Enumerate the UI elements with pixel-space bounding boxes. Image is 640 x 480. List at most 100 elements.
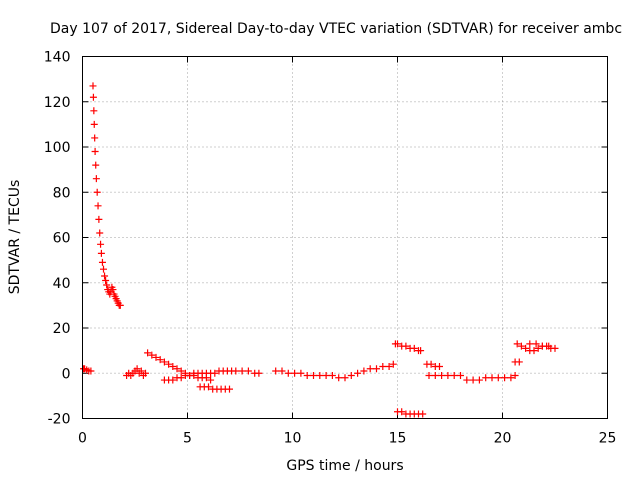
data-point bbox=[144, 349, 152, 357]
y-tick-label: 0 bbox=[62, 366, 71, 382]
data-point bbox=[389, 360, 397, 368]
data-point bbox=[354, 369, 362, 377]
data-point bbox=[545, 342, 553, 350]
data-point bbox=[501, 374, 509, 382]
data-point bbox=[97, 249, 105, 257]
data-point bbox=[379, 362, 387, 370]
chart-title: Day 107 of 2017, Sidereal Day-to-day VTE… bbox=[50, 21, 622, 37]
data-point bbox=[91, 134, 99, 142]
data-point bbox=[137, 367, 145, 375]
x-tick-label: 25 bbox=[599, 431, 617, 447]
y-tick-label: 80 bbox=[53, 185, 71, 201]
data-point bbox=[394, 340, 401, 348]
data-point bbox=[255, 369, 263, 377]
data-point bbox=[530, 347, 538, 355]
data-point bbox=[402, 342, 410, 350]
data-point bbox=[427, 360, 435, 368]
data-point bbox=[92, 161, 100, 169]
data-point bbox=[169, 376, 177, 384]
data-point bbox=[278, 367, 286, 375]
data-point bbox=[438, 372, 446, 380]
data-point bbox=[488, 374, 496, 382]
data-point bbox=[89, 82, 97, 90]
y-tick-label: 20 bbox=[53, 321, 71, 337]
data-point bbox=[419, 410, 427, 418]
y-tick-label: 140 bbox=[44, 50, 71, 66]
data-point bbox=[494, 374, 502, 382]
data-point bbox=[515, 358, 523, 366]
data-point bbox=[513, 340, 521, 348]
data-point bbox=[205, 383, 212, 391]
data-point bbox=[511, 372, 519, 380]
data-point bbox=[102, 276, 110, 284]
data-point bbox=[93, 188, 101, 196]
data-point bbox=[101, 272, 109, 280]
data-point bbox=[444, 372, 452, 380]
data-point bbox=[410, 344, 418, 352]
data-point bbox=[97, 240, 105, 248]
data-point bbox=[310, 372, 317, 380]
data-point bbox=[284, 369, 292, 377]
x-tick-label: 10 bbox=[284, 431, 302, 447]
data-point bbox=[297, 369, 305, 377]
y-tick-label: 60 bbox=[53, 231, 71, 247]
data-point bbox=[450, 372, 458, 380]
y-axis-label: SDTVAR / TECUs bbox=[7, 180, 23, 295]
data-point bbox=[92, 175, 100, 183]
data-point bbox=[522, 344, 530, 352]
data-point bbox=[90, 107, 98, 115]
data-point bbox=[165, 360, 173, 368]
data-point bbox=[431, 372, 439, 380]
data-point bbox=[211, 369, 219, 377]
data-point bbox=[152, 353, 160, 361]
data-point bbox=[373, 365, 380, 373]
data-point bbox=[272, 367, 280, 375]
data-point bbox=[91, 148, 99, 156]
data-point bbox=[347, 372, 355, 380]
data-point bbox=[551, 344, 559, 352]
data-point bbox=[475, 376, 483, 384]
data-point bbox=[173, 365, 181, 373]
y-tick-label: 120 bbox=[44, 95, 71, 111]
data-point bbox=[103, 281, 111, 289]
data-point bbox=[341, 374, 349, 382]
x-axis-label: GPS time / hours bbox=[286, 458, 403, 474]
data-point bbox=[148, 351, 156, 359]
y-tick-label: 40 bbox=[53, 276, 71, 292]
data-point bbox=[360, 367, 368, 375]
data-point bbox=[436, 362, 443, 370]
data-point bbox=[322, 372, 330, 380]
y-tick-label: 100 bbox=[44, 140, 71, 156]
data-point bbox=[425, 372, 433, 380]
data-point bbox=[534, 344, 542, 352]
data-point bbox=[482, 374, 490, 382]
data-point bbox=[177, 367, 185, 375]
data-point bbox=[160, 358, 168, 366]
data-point bbox=[532, 340, 540, 348]
data-point bbox=[156, 356, 164, 364]
data-point bbox=[303, 372, 311, 380]
data-point bbox=[177, 374, 185, 382]
tick-layer: 0 5 10 15 20 25 -20 0 20 40 60 80 100 120 140 bbox=[44, 50, 617, 447]
data-point bbox=[463, 376, 471, 384]
data-point bbox=[94, 202, 102, 210]
data-point bbox=[538, 342, 546, 350]
data-point bbox=[90, 120, 98, 128]
data-point bbox=[291, 369, 299, 377]
data-point bbox=[98, 258, 106, 266]
data-point bbox=[385, 362, 393, 370]
data-point bbox=[507, 374, 515, 382]
data-point bbox=[328, 372, 336, 380]
data-point bbox=[526, 340, 534, 348]
grid-layer bbox=[82, 56, 608, 419]
data-point bbox=[95, 215, 103, 223]
data-point bbox=[517, 342, 525, 350]
data-point bbox=[366, 365, 374, 373]
data-point bbox=[89, 93, 97, 101]
data-point bbox=[244, 367, 252, 375]
data-point bbox=[100, 265, 107, 273]
data-point bbox=[398, 408, 406, 416]
data-point bbox=[207, 376, 215, 384]
data-points bbox=[80, 82, 559, 418]
